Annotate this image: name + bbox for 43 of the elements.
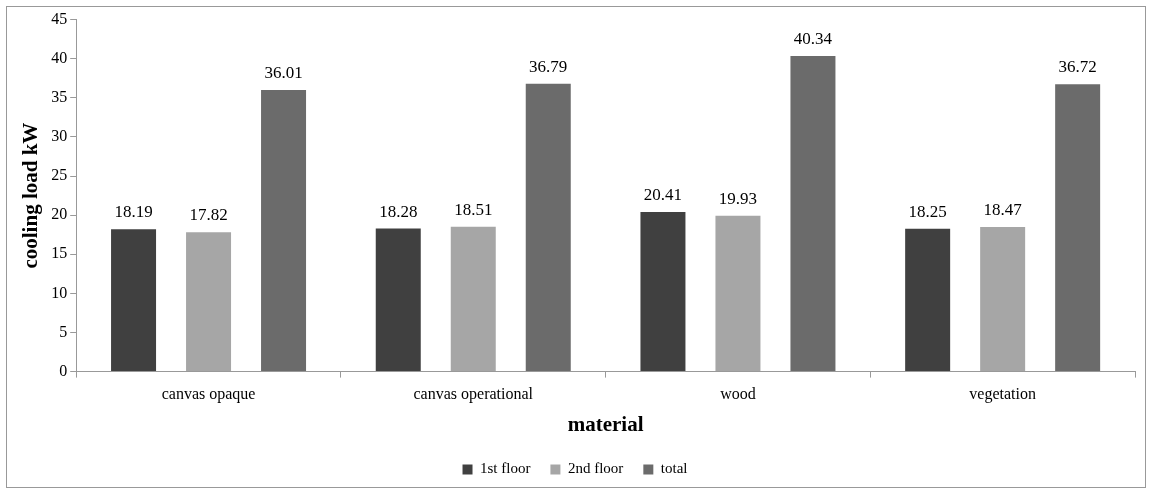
data-label: 18.47 (983, 200, 1023, 220)
y-tick-label: 25 (51, 166, 68, 184)
y-tick-label: 15 (51, 244, 68, 262)
x-tick-label: vegetation (969, 385, 1036, 404)
data-label: 18.51 (454, 199, 493, 219)
bar (375, 228, 421, 372)
y-axis-title: cooling load kW (18, 122, 43, 269)
x-axis-title: material (567, 411, 644, 436)
bar (980, 227, 1026, 372)
y-tick-label: 35 (51, 88, 68, 106)
legend-label: 2nd floor (567, 460, 624, 477)
y-tick-label: 40 (51, 48, 68, 66)
y-tick-label: 0 (59, 361, 68, 379)
y-tick-label: 30 (51, 127, 68, 145)
data-label: 36.79 (529, 56, 568, 76)
data-label: 18.19 (114, 202, 153, 222)
bar (905, 228, 951, 372)
bar (261, 89, 307, 372)
bar (1055, 84, 1101, 372)
x-tick-label: canvas operational (413, 385, 534, 404)
y-tick-label: 20 (51, 205, 68, 223)
bar (450, 226, 496, 372)
y-tick-label: 45 (51, 9, 68, 27)
data-label: 36.01 (264, 62, 303, 82)
x-tick-label: canvas opaque (161, 385, 256, 404)
data-label: 36.72 (1058, 57, 1097, 77)
bar (111, 229, 157, 372)
data-label: 18.25 (908, 201, 947, 221)
bar (525, 83, 571, 372)
data-label: 17.82 (189, 205, 228, 225)
bar (715, 215, 761, 372)
data-label: 19.93 (718, 188, 758, 208)
data-label: 20.41 (643, 184, 683, 204)
bar (640, 211, 686, 372)
data-label: 18.28 (379, 201, 418, 221)
x-tick-label: wood (720, 385, 756, 403)
y-tick-label: 5 (59, 322, 68, 340)
bar (186, 232, 232, 372)
legend-label: total (660, 460, 688, 477)
bar (790, 56, 836, 372)
legend-label: 1st floor (480, 460, 531, 477)
y-tick-label: 10 (51, 283, 68, 301)
data-label: 40.34 (793, 29, 833, 49)
